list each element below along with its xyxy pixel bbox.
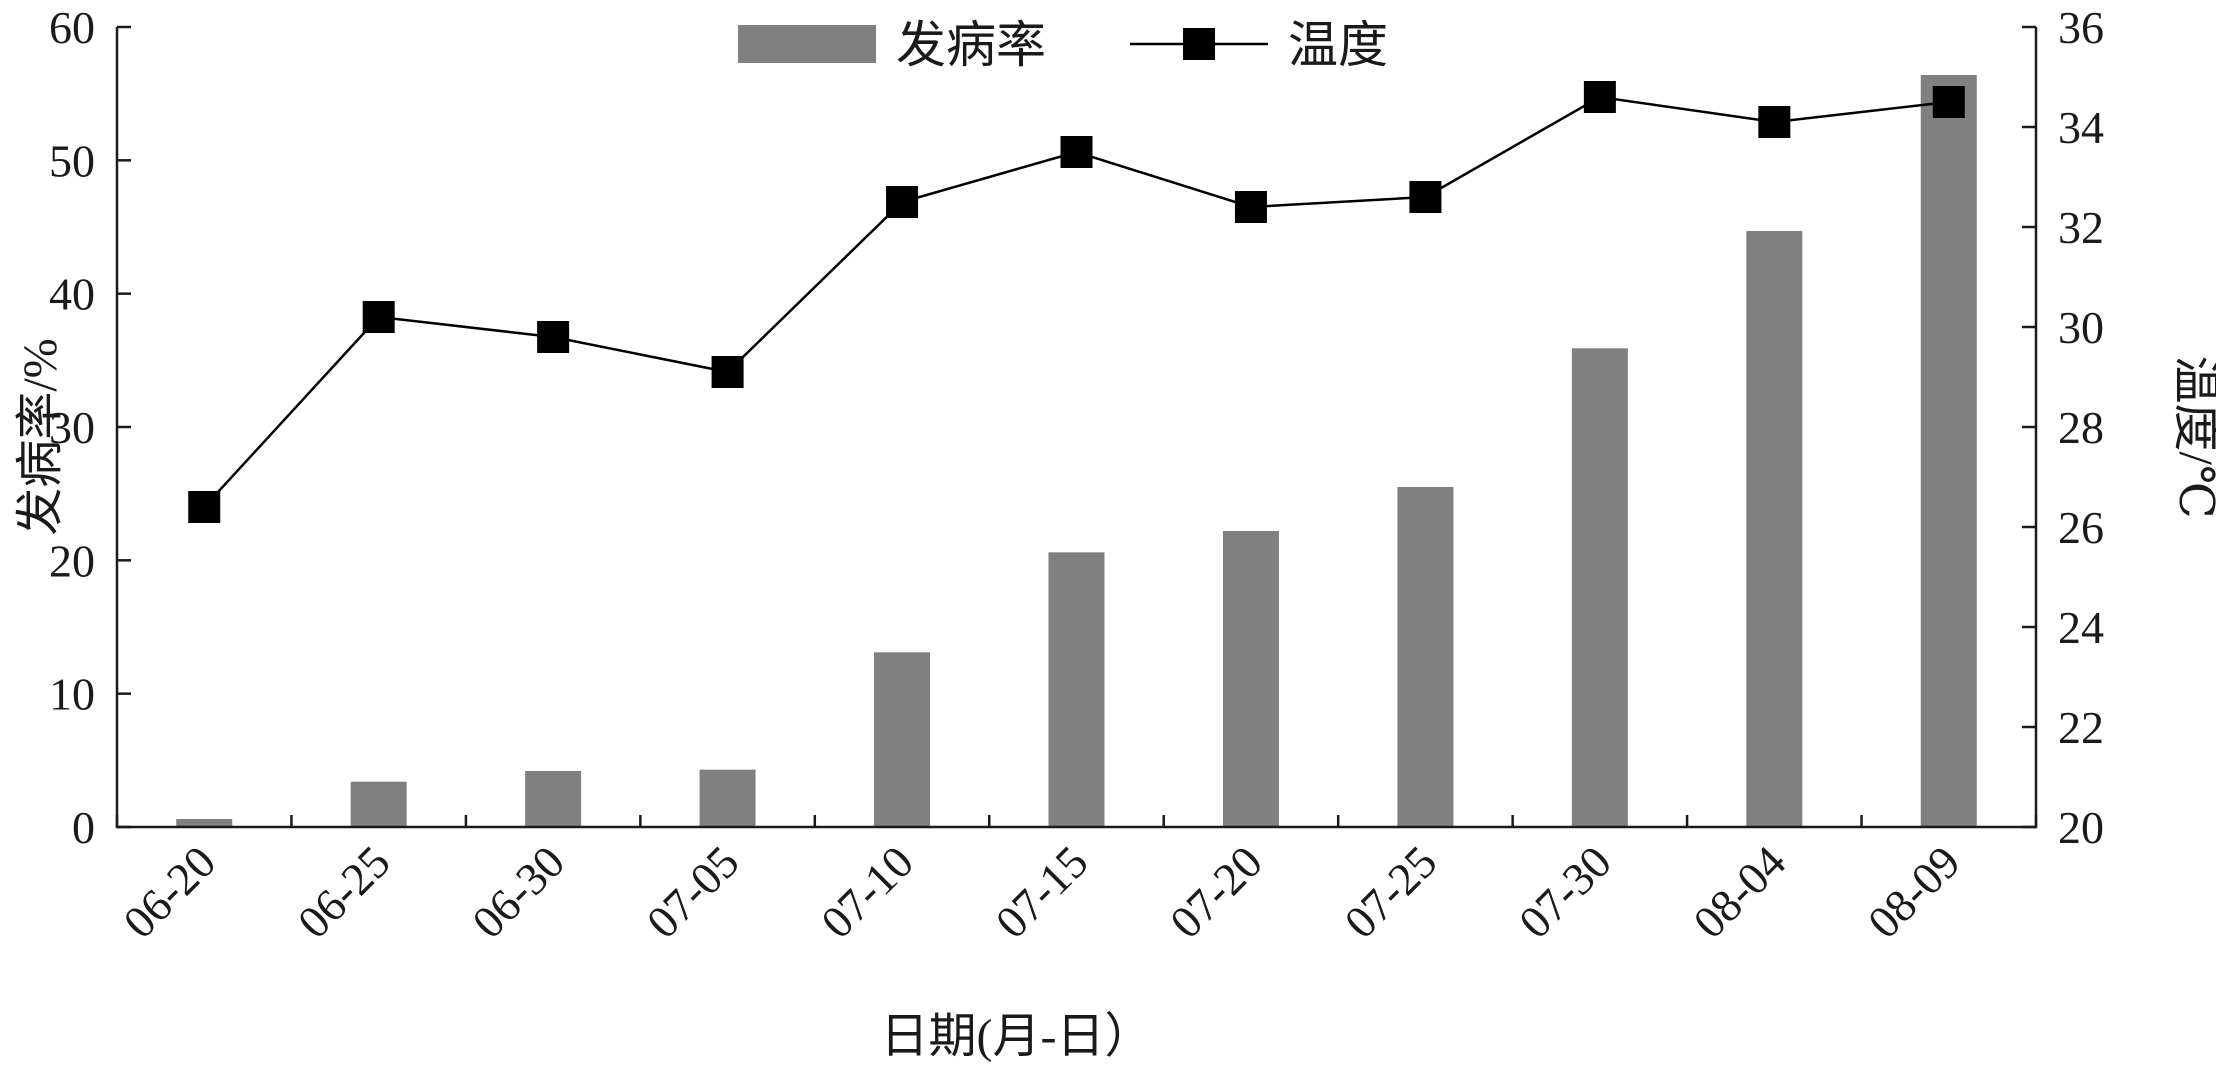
temp-point-07-15	[1060, 136, 1093, 168]
x-tick-label: 08-04	[1683, 836, 1795, 948]
legend-bar-swatch	[738, 25, 876, 63]
y-left-tick-label: 60	[49, 2, 95, 53]
bar-07-20	[1222, 531, 1279, 827]
bar-07-30	[1571, 348, 1628, 827]
bar-07-15	[1048, 552, 1105, 827]
x-tick-label: 07-20	[1160, 836, 1272, 948]
temp-point-07-05	[711, 356, 744, 388]
bar-06-20	[176, 819, 233, 827]
bar-08-09	[1920, 75, 1977, 827]
x-tick-label: 07-10	[811, 836, 923, 948]
x-tick-label: 07-30	[1509, 836, 1621, 948]
y-right-tick-label: 24	[2058, 602, 2104, 653]
legend-line-marker	[1183, 28, 1215, 60]
markers-layer	[188, 81, 1965, 523]
y-axis-right-title: 温度/℃	[2169, 355, 2216, 518]
y-left-tick-label: 50	[49, 135, 95, 186]
y-right-tick-label: 32	[2058, 202, 2104, 253]
temp-point-08-09	[1932, 86, 1965, 118]
legend-line-label: 温度	[1288, 17, 1388, 73]
y-right-tick-label: 22	[2058, 702, 2104, 753]
x-tick-label: 06-25	[288, 836, 400, 948]
x-tick-label: 06-30	[462, 836, 574, 948]
y-right-tick-label: 28	[2058, 402, 2104, 453]
x-tick-label: 07-05	[637, 836, 749, 948]
temp-point-07-30	[1583, 81, 1616, 113]
y-right-tick-label: 30	[2058, 302, 2104, 353]
legend-bar-label: 发病率	[896, 17, 1046, 73]
y-axis-left-title: 发病率/%	[14, 338, 67, 535]
temp-point-08-04	[1758, 106, 1791, 138]
y-left-tick-label: 30	[49, 402, 95, 453]
x-tick-label: 07-25	[1335, 836, 1447, 948]
y-right-tick-label: 26	[2058, 502, 2104, 553]
y-right-tick-label: 34	[2058, 102, 2104, 153]
temp-point-06-25	[362, 301, 395, 333]
legend: 发病率 温度	[738, 17, 1388, 73]
bar-06-25	[350, 781, 407, 827]
temp-point-06-20	[188, 491, 221, 523]
temp-point-06-30	[537, 321, 570, 353]
temp-point-07-20	[1234, 191, 1267, 223]
y-right-tick-label: 20	[2058, 802, 2104, 853]
y-left-tick-label: 0	[72, 802, 95, 853]
temp-point-07-10	[886, 186, 919, 218]
bar-07-10	[874, 652, 931, 827]
y-left-tick-label: 20	[49, 535, 95, 586]
bar-06-30	[525, 771, 582, 827]
x-tick-label: 08-09	[1858, 836, 1970, 948]
bar-08-04	[1746, 231, 1803, 827]
bar-07-25	[1397, 487, 1454, 827]
x-tick-label: 07-15	[986, 836, 1098, 948]
temp-point-07-25	[1409, 181, 1442, 213]
y-right-tick-label: 36	[2058, 2, 2104, 53]
x-axis-title: 日期(月-日）	[881, 1010, 1153, 1063]
bars-layer	[176, 75, 1977, 827]
y-left-tick-label: 10	[49, 669, 95, 720]
x-tick-label: 06-20	[113, 836, 225, 948]
y-left-tick-label: 40	[49, 269, 95, 320]
bar-07-05	[699, 769, 756, 827]
